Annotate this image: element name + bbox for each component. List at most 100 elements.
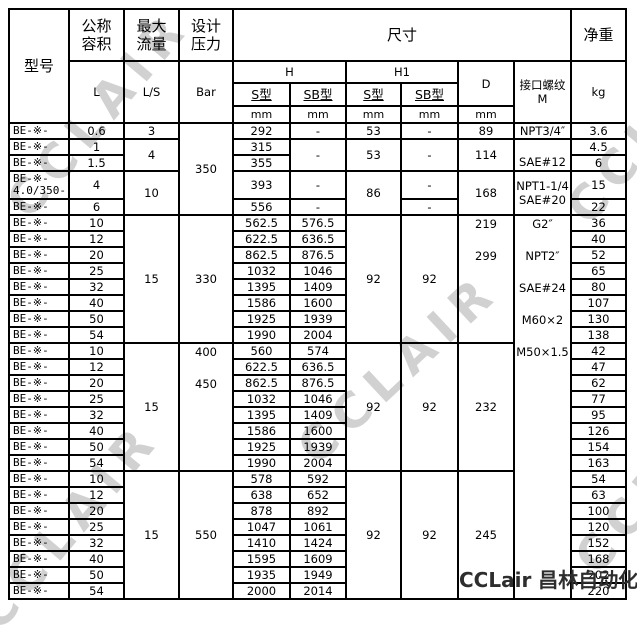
table-cell: 53 xyxy=(345,122,402,140)
table-row: BE-※- 20 862.5 876.5 52 xyxy=(8,246,627,264)
table-cell: 2014 xyxy=(289,582,347,600)
model-cell: BE-※- xyxy=(8,262,70,280)
table-cell: NPT1-1/4 SAE#20 xyxy=(513,170,572,216)
unit-volume: L xyxy=(68,60,125,124)
table-cell: - xyxy=(400,198,459,216)
table-cell: 1609 xyxy=(289,550,347,568)
unit-mm: mm xyxy=(232,105,291,124)
table-cell: 1395 xyxy=(232,278,291,296)
table-cell: 168 xyxy=(457,170,515,216)
table-row: BE-※- 40 1586 1600 107 xyxy=(8,294,627,312)
table-cell: 1990 xyxy=(232,454,291,472)
table-cell: 574 xyxy=(289,342,347,360)
model-cell: BE-※- xyxy=(8,486,70,504)
table-row: mm mm mm mm mm xyxy=(9,105,626,124)
table-row: BE-※- 54 2000 2014 220 xyxy=(8,582,627,600)
model-cell: BE-※- xyxy=(8,390,70,408)
table-cell: 100 xyxy=(570,502,627,520)
model-cell: BE-※- xyxy=(8,198,70,216)
model-cell: BE-※- xyxy=(8,406,70,424)
table-row: BE-※- 10 15 550 578 592 92 92 245 54 xyxy=(8,470,627,600)
table-cell: 42 xyxy=(570,342,627,360)
subheader-s-type: S型 xyxy=(232,82,291,107)
model-cell: BE-※- xyxy=(8,358,70,376)
table-cell: 40 xyxy=(68,422,125,440)
table-row: BE-※- 10 15 330 562.5 576.5 92 92 219 299 G2″ NPT2″… xyxy=(8,214,627,600)
table-cell: 1409 xyxy=(289,406,347,424)
table-cell: 3 xyxy=(123,122,180,140)
table-row: BE-※- 0.6 3 350 292-53-89 NPT3/4″ 3.6 xyxy=(8,122,627,216)
table-cell: 65 xyxy=(570,262,627,280)
table-cell: 2000 xyxy=(232,582,291,600)
table-cell: 120 xyxy=(570,518,627,536)
table-cell: 350 xyxy=(178,122,234,216)
table-cell: 1409 xyxy=(289,278,347,296)
table-cell: - xyxy=(400,170,459,200)
header-port-thread: 接口螺纹 M xyxy=(513,60,572,124)
table-row: BE-※- 25 1032 1046 77 xyxy=(8,390,627,408)
header-model: 型号 xyxy=(8,8,70,124)
table-cell: 89 xyxy=(457,122,515,140)
model-cell: BE-※- xyxy=(8,122,70,140)
table-cell: - xyxy=(400,138,459,172)
table-cell: 202 xyxy=(570,566,627,584)
table-row: BE-※- 1.5 355 6 xyxy=(8,154,627,172)
table-cell: 168 xyxy=(570,550,627,568)
table-cell: 1949 xyxy=(289,566,347,584)
table-cell: 3.6 xyxy=(570,122,627,140)
table-cell: 152 xyxy=(570,534,627,552)
table-cell: 6 xyxy=(68,198,125,216)
table-cell: 232 xyxy=(457,342,515,472)
model-cell: BE-※- xyxy=(8,326,70,344)
table-cell: 92 xyxy=(400,470,459,600)
table-cell: 15 xyxy=(123,342,180,472)
table-cell: 1939 xyxy=(289,438,347,456)
table-cell: 36 xyxy=(570,214,627,232)
table-cell: 15 xyxy=(123,214,180,344)
table-cell: 1410 xyxy=(232,534,291,552)
model-cell: BE-※- xyxy=(8,566,70,584)
header-design-pressure: 设计 压力 xyxy=(178,8,234,62)
model-cell: BE-※- xyxy=(8,582,70,600)
table-cell: 636.5 xyxy=(289,230,347,248)
table-cell: 86 xyxy=(345,170,402,216)
table-cell: - xyxy=(400,122,459,140)
table-cell: 12 xyxy=(68,486,125,504)
table-cell: 4 xyxy=(68,170,125,200)
model-cell: BE-※- xyxy=(8,470,70,488)
table-cell: NPT3/4″ xyxy=(513,122,572,140)
table-cell: 10 xyxy=(68,214,125,232)
cell-thread-values: G2″ NPT2″ SAE#24 M60×2 M50×1.5 xyxy=(513,214,572,600)
table-cell: 54 xyxy=(68,326,125,344)
table-cell: 80 xyxy=(570,278,627,296)
table-cell: 892 xyxy=(289,502,347,520)
table-cell: SAE#12 xyxy=(513,138,572,172)
table-cell: - xyxy=(289,122,347,140)
table-row: BE-※- 40 1586 1600 126 xyxy=(8,422,627,440)
table-cell: 32 xyxy=(68,534,125,552)
table-cell: 52 xyxy=(570,246,627,264)
table-cell: 862.5 xyxy=(232,374,291,392)
model-cell: BE-※- xyxy=(8,214,70,232)
table-cell: 0.6 xyxy=(68,122,125,140)
table-cell: 1925 xyxy=(232,438,291,456)
model-cell: BE-※- xyxy=(8,454,70,472)
header-D: D xyxy=(457,60,515,107)
table-cell: 92 xyxy=(345,214,402,344)
table-cell: 126 xyxy=(570,422,627,440)
table-cell: 53 xyxy=(345,138,402,172)
unit-mm: mm xyxy=(400,105,459,124)
table-cell: 4 xyxy=(123,138,180,172)
table-cell: 47 xyxy=(570,358,627,376)
table-cell: - xyxy=(289,198,347,216)
unit-mm: mm xyxy=(457,105,515,124)
table-cell: 40 xyxy=(68,294,125,312)
table-cell: 292 xyxy=(232,122,291,140)
header-nominal-volume: 公称 容积 xyxy=(68,8,125,62)
table-cell: 92 xyxy=(400,342,459,472)
table-cell: 10 xyxy=(68,342,125,360)
subheader-s-type: S型 xyxy=(345,82,402,107)
table-cell: 878 xyxy=(232,502,291,520)
table-row: BE-※- 20 878 892 100 xyxy=(8,502,627,520)
